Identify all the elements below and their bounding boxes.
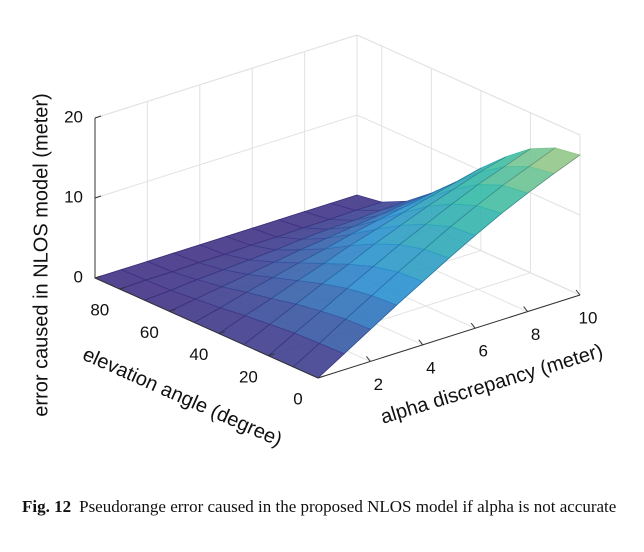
y-tick: [268, 353, 275, 357]
mesh-line: [292, 147, 556, 368]
mesh-line: [218, 167, 482, 334]
mesh-line: [144, 200, 407, 301]
x-tick: [418, 339, 424, 346]
x-tick: [523, 306, 528, 312]
y-tick: [218, 331, 226, 335]
mesh-line: [119, 201, 382, 290]
mesh-line: [243, 156, 506, 345]
y-tick: [317, 375, 325, 379]
x-tick-label: 10: [579, 308, 598, 327]
x-tick-label: 6: [478, 342, 487, 361]
x-tick-label: 4: [426, 358, 435, 377]
z-axis-label: error caused in NLOS model (meter): [30, 93, 52, 416]
z-tick-label: 0: [74, 267, 83, 286]
y-tick-label: 40: [189, 345, 208, 364]
box-edge: [94, 34, 358, 119]
x-tick-label: 2: [374, 375, 383, 394]
z-tick: [94, 115, 102, 119]
axis-line: [317, 294, 581, 379]
x-tick: [366, 356, 371, 362]
z-tick-label: 10: [64, 187, 83, 206]
chart: error caused in NLOS model (meter) eleva…: [30, 34, 606, 451]
y-tick: [119, 286, 126, 290]
y-tick-label: 20: [239, 367, 258, 386]
grid-line: [94, 34, 581, 136]
mesh-line: [317, 154, 581, 379]
mesh-line: [94, 194, 358, 279]
caption-label: Fig. 12: [22, 497, 72, 516]
axis-line: [94, 277, 319, 379]
mesh-line: [193, 181, 457, 323]
x-tick: [575, 289, 581, 296]
x-tick-label: 8: [531, 325, 540, 344]
z-tick: [94, 275, 102, 279]
x-axis-label: alpha discrepancy (meter): [378, 340, 606, 429]
mesh-line: [169, 192, 432, 312]
y-axis-label: elevation angle (degree): [79, 343, 285, 451]
y-tick: [169, 308, 176, 312]
caption: Fig. 12 Pseudorange error caused in the p…: [22, 494, 634, 519]
y-tick-label: 80: [90, 301, 109, 320]
x-tick: [470, 322, 476, 329]
y-tick-label: 0: [293, 389, 302, 408]
box-edge: [356, 34, 581, 136]
mesh-line: [268, 148, 531, 357]
z-tick: [94, 195, 102, 199]
caption-text: Pseudorange error caused in the proposed…: [79, 497, 617, 516]
y-tick-label: 60: [140, 323, 159, 342]
z-tick-label: 20: [64, 107, 83, 126]
